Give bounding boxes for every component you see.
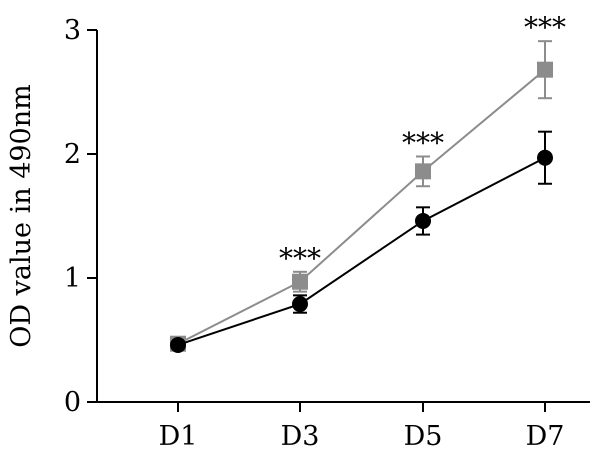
data-point-circle	[537, 149, 553, 166]
data-point-square	[537, 61, 553, 78]
series-1	[170, 40, 553, 352]
significance-label: ***	[524, 11, 566, 44]
x-tick-label: D5	[404, 421, 443, 452]
y-tick-label: 2	[64, 139, 81, 170]
data-point-square	[415, 163, 431, 180]
data-point-circle	[415, 212, 431, 229]
x-tick-label: D7	[526, 421, 565, 452]
significance-label: ***	[402, 126, 444, 159]
series-layer	[170, 40, 553, 353]
series-2	[170, 130, 553, 353]
y-tick-label: 0	[64, 387, 81, 418]
series-line	[177, 68, 546, 345]
y-tick-label: 3	[64, 15, 81, 46]
data-point-circle	[170, 336, 186, 353]
x-tick-label: D1	[159, 421, 198, 452]
annotations: *** *** ***	[279, 11, 566, 275]
x-tick-label: D3	[281, 421, 320, 452]
significance-label: ***	[279, 242, 321, 275]
axes	[96, 30, 590, 403]
y-ticks: 0 1 2 3	[64, 15, 97, 418]
y-axis-label: OD value in 490nm	[6, 84, 37, 347]
data-point-square	[292, 273, 308, 290]
series-line	[177, 156, 546, 346]
y-tick-label: 1	[64, 263, 81, 294]
data-point-circle	[292, 296, 308, 313]
x-ticks: D1 D3 D5 D7	[159, 402, 565, 452]
